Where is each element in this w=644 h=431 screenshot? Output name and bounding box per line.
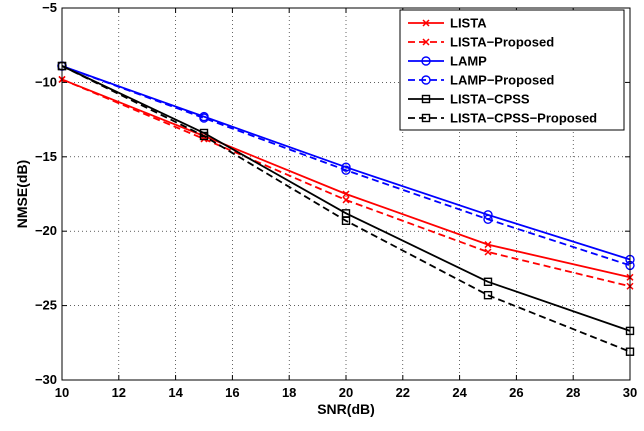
point-marker [199, 113, 209, 123]
legend-label: LAMP−Proposed [450, 73, 554, 88]
legend-entry: LAMP [408, 54, 487, 69]
point-marker [422, 38, 430, 46]
legend-entry: LISTA−CPSS [408, 92, 530, 107]
point-marker [342, 190, 350, 198]
y-tick-label: −10 [35, 74, 57, 89]
x-tick-label: 18 [282, 385, 296, 400]
legend-entry: LAMP−Proposed [408, 73, 554, 88]
series-line [61, 65, 631, 267]
point-marker [421, 94, 431, 104]
y-tick-label: −25 [35, 298, 57, 313]
point-marker [342, 196, 350, 204]
x-tick-label: 24 [452, 385, 467, 400]
x-axis-ticks: 10 12 14 16 18 20 22 24 26 28 30 [55, 8, 637, 400]
x-tick-label: 14 [168, 385, 183, 400]
point-marker [421, 113, 431, 123]
x-tick-label: 20 [339, 385, 353, 400]
y-tick-label: −5 [42, 0, 57, 15]
point-marker [341, 162, 351, 172]
point-marker [483, 214, 493, 224]
point-marker [421, 75, 431, 85]
series-line [61, 65, 631, 261]
legend-box [399, 9, 625, 131]
point-marker [199, 131, 209, 141]
x-tick-label: 12 [112, 385, 126, 400]
point-marker [341, 216, 351, 225]
x-tick-label: 16 [225, 385, 239, 400]
grid [62, 8, 630, 380]
x-tick-label: 26 [509, 385, 523, 400]
x-tick-label: 28 [566, 385, 580, 400]
y-axis-label: NMSE(dB) [14, 160, 30, 228]
legend: LISTA LISTA−Proposed LAMP LAMP−Proposed LIST… [399, 9, 625, 131]
legend-label: LISTA−Proposed [450, 35, 554, 50]
x-tick-label: 30 [623, 385, 637, 400]
legend-label: LISTA [450, 16, 487, 31]
legend-label: LISTA−CPSS−Proposed [450, 111, 597, 126]
series-line [61, 65, 631, 332]
y-tick-label: −15 [35, 149, 57, 164]
point-marker [484, 241, 492, 249]
legend-label: LAMP [450, 54, 487, 69]
legend-entry: LISTA−CPSS−Proposed [408, 111, 597, 126]
legend-entry: LISTA−Proposed [408, 35, 554, 50]
legend-label: LISTA−CPSS [450, 92, 530, 107]
x-tick-label: 10 [55, 385, 69, 400]
y-tick-label: −20 [35, 223, 57, 238]
point-marker [483, 290, 493, 300]
x-axis-label: SNR(dB) [317, 401, 375, 417]
y-tick-label: −30 [35, 372, 57, 387]
point-marker [483, 277, 493, 286]
series-line [61, 65, 631, 353]
point-marker [484, 248, 492, 256]
y-axis-ticks: −5 −10 −15 −20 −25 −30 [35, 0, 630, 387]
point-marker [341, 165, 351, 175]
point-marker [422, 19, 430, 27]
x-tick-label: 22 [396, 385, 410, 400]
point-marker [421, 56, 431, 66]
legend-entry: LISTA [408, 16, 487, 31]
